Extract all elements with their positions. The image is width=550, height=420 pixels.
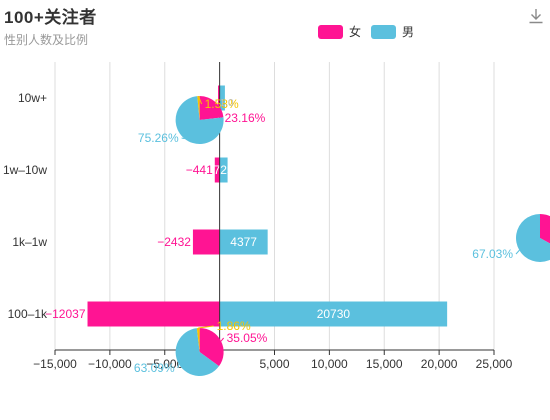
legend-label-male: 男 — [402, 25, 415, 39]
pie-leader-1-male — [515, 249, 520, 255]
pie-label-1-male: 67.03% — [472, 247, 513, 261]
legend-swatch-male — [371, 24, 397, 39]
y-tick-label-1: 1k–1w — [12, 235, 47, 249]
bar-label-female-1: −2432 — [157, 235, 191, 249]
pie-slice-2-female — [199, 328, 224, 367]
x-tick-label-2: −5,000 — [146, 357, 183, 371]
bar-label-male-0: 20730 — [317, 307, 351, 321]
legend-item-male[interactable]: 男 — [371, 23, 414, 40]
download-icon[interactable] — [526, 6, 546, 26]
bar-female-2 — [214, 157, 220, 183]
pie-slice-2-other — [196, 328, 200, 352]
pie-slice-0-male — [175, 96, 224, 144]
pie-leader-2-male — [177, 363, 180, 369]
pie-leader-2-female — [220, 337, 225, 342]
pie-leader-0-female — [215, 101, 223, 119]
pie-slice-1-male — [516, 214, 550, 262]
legend-label-female: 女 — [349, 25, 362, 39]
x-tick-label-5: 10,000 — [311, 357, 348, 371]
pie-label-0-other: 1.58% — [205, 97, 239, 111]
pie-slice-1-female — [540, 214, 550, 244]
y-tick-label-2: 1w–10w — [3, 163, 47, 177]
y-tick-label-0: 100–1k — [8, 307, 48, 321]
bar-label-female-0: −12037 — [45, 307, 86, 321]
bar-female-0 — [87, 301, 220, 327]
pie-label-2-other: 1.86% — [217, 319, 251, 333]
x-tick-label-6: 15,000 — [366, 357, 403, 371]
chart-subtitle: 性别人数及比例 — [4, 33, 89, 47]
bar-male-2 — [219, 157, 228, 183]
x-tick-label-7: 20,000 — [421, 357, 458, 371]
x-tick-label-0: −15,000 — [33, 357, 77, 371]
y-tick-label-3: 10w+ — [18, 91, 47, 105]
x-tick-label-1: −10,000 — [88, 357, 132, 371]
bar-female-1 — [192, 229, 220, 255]
pie-label-0-male: 75.26% — [138, 131, 179, 145]
x-tick-label-8: 25,000 — [476, 357, 513, 371]
bar-label-male-1: 4377 — [230, 235, 257, 249]
x-tick-label-4: 5,000 — [259, 357, 289, 371]
bar-female-3 — [218, 85, 220, 111]
pie-extra-label-0: 1.0 — [220, 98, 234, 109]
pie-leader-0-male — [181, 137, 185, 140]
bar-male-1 — [219, 229, 268, 255]
pie-label-2-female: 35.05% — [227, 331, 268, 345]
pie-slice-0-female — [199, 96, 224, 120]
bar-label-male-2: 725 — [214, 163, 234, 177]
pie-leader-0-other — [197, 95, 203, 105]
pie-leader-2-other — [198, 325, 214, 329]
bar-male-3 — [219, 85, 225, 111]
pie-label-0-female: 23.16% — [225, 111, 266, 125]
pie-label-2-male: 63.09% — [134, 361, 175, 375]
pie-slice-2-male — [175, 328, 219, 376]
bar-male-0 — [219, 301, 448, 327]
legend-swatch-female — [318, 24, 343, 39]
bar-label-female-2: −441 — [186, 163, 213, 177]
chart-title: 100+关注者 — [4, 8, 97, 27]
pie-slice-0-other — [197, 96, 200, 120]
legend-item-female[interactable]: 女 — [318, 23, 361, 40]
chart-legend: 女 男 — [318, 23, 424, 40]
